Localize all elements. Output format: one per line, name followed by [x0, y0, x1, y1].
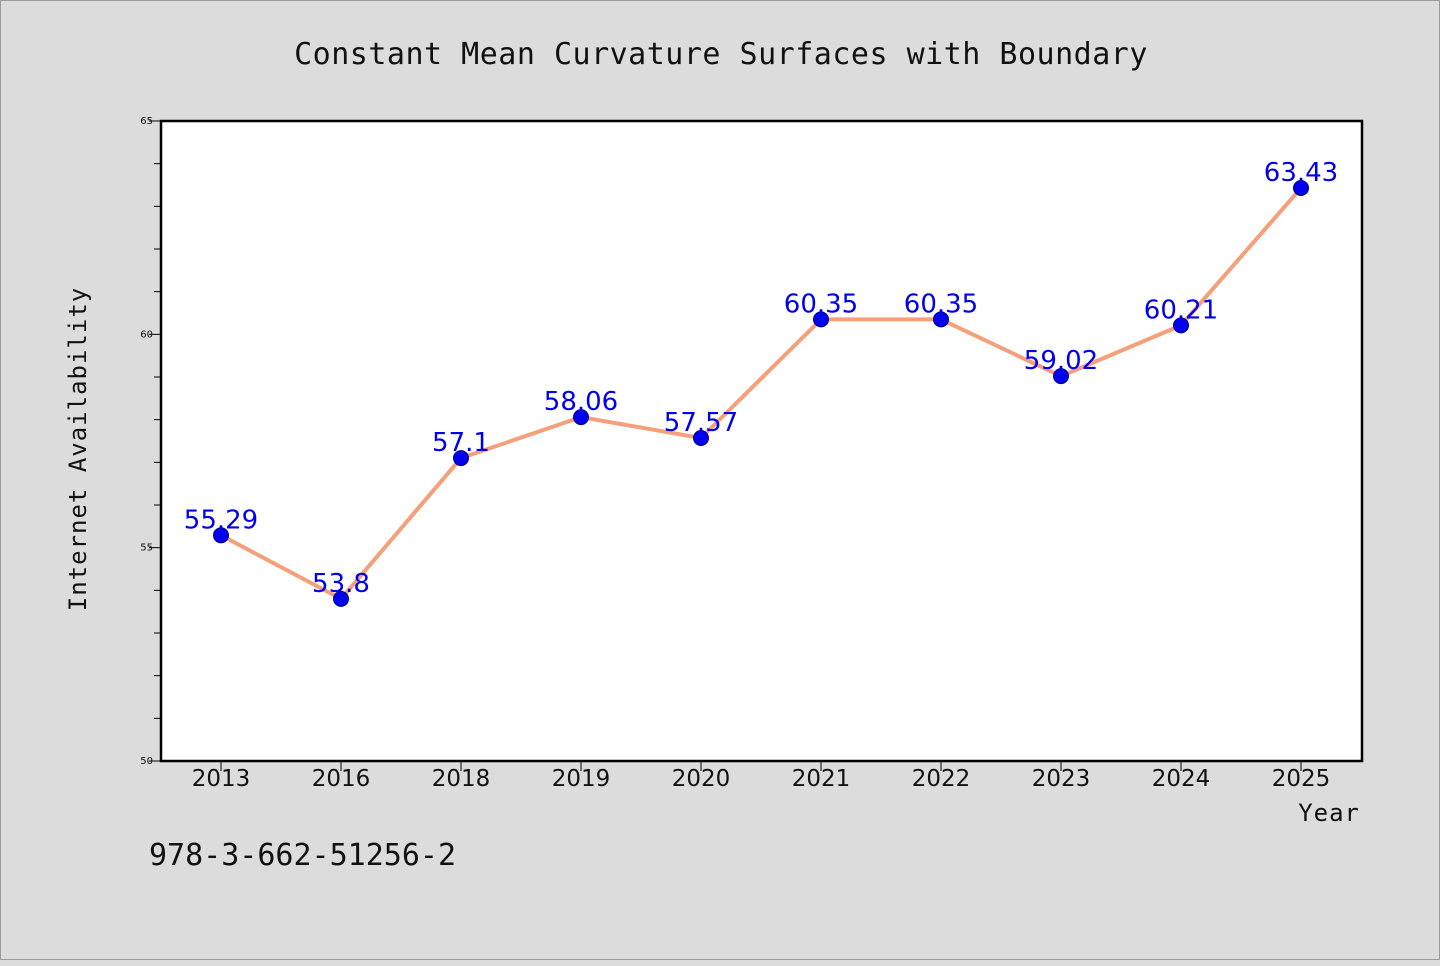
y-tick-label: 65 — [140, 116, 153, 127]
x-tick-label: 2018 — [432, 766, 491, 792]
x-axis-label: Year — [1298, 799, 1360, 827]
x-tick-label: 2021 — [792, 766, 851, 792]
data-label: 59.02 — [1024, 346, 1098, 376]
x-tick-label: 2023 — [1032, 766, 1091, 792]
data-label: 53.8 — [312, 569, 370, 599]
data-series — [213, 179, 1309, 607]
data-point — [453, 450, 469, 467]
data-point — [1293, 179, 1309, 196]
data-point — [573, 409, 589, 426]
x-tick-label: 2025 — [1272, 766, 1331, 792]
isbn-annotation: 978-3-662-51256-2 — [149, 838, 456, 873]
y-tick-label: 50 — [140, 756, 153, 767]
data-label: 57.57 — [664, 408, 738, 438]
data-point — [933, 311, 949, 328]
y-axis-ticks: 50 55 60 65 — [140, 116, 161, 767]
x-tick-label: 2022 — [912, 766, 971, 792]
x-axis-ticks: 2013 2016 2018 2019 2020 2021 2022 2023 2024 2025 — [192, 761, 1331, 792]
x-tick-label: 2020 — [672, 766, 731, 792]
data-label: 55.29 — [184, 505, 258, 535]
data-label: 60.21 — [1144, 295, 1218, 325]
x-tick-label: 2013 — [192, 766, 251, 792]
data-point — [333, 590, 349, 607]
data-label: 57.1 — [432, 428, 490, 458]
data-labels: 55.29 53.8 57.1 58.06 57.57 60.35 60.35 59.02 60… — [184, 158, 1338, 599]
y-tick-label: 55 — [140, 543, 153, 554]
data-point — [213, 527, 229, 544]
y-axis-label: Internet Availability — [64, 287, 92, 611]
plot-area — [161, 121, 1362, 761]
data-label: 60.35 — [784, 289, 858, 319]
data-label: 58.06 — [544, 387, 618, 417]
series-line — [219, 185, 1303, 601]
x-tick-label: 2024 — [1152, 766, 1211, 792]
data-label: 60.35 — [904, 289, 978, 319]
y-tick-label: 60 — [140, 329, 153, 340]
plot-frame — [159, 119, 1364, 763]
x-tick-label: 2019 — [552, 766, 611, 792]
data-point — [1053, 368, 1069, 385]
data-point — [813, 311, 829, 328]
data-point — [1173, 317, 1189, 334]
x-tick-label: 2016 — [312, 766, 371, 792]
data-point — [693, 430, 709, 447]
chart-title: Constant Mean Curvature Surfaces with Bo… — [294, 37, 1148, 72]
data-label: 63.43 — [1264, 158, 1338, 188]
